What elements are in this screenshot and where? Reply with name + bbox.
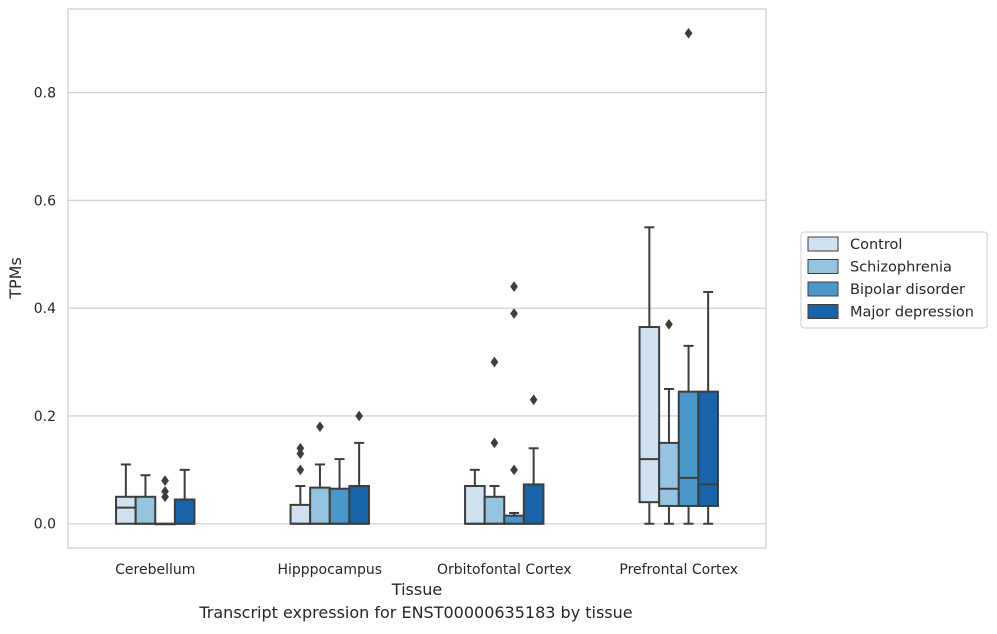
legend: Control Schizophrenia Bipolar disorder Majo…	[800, 231, 988, 329]
outlier-point	[510, 308, 518, 319]
outlier-point	[490, 356, 499, 368]
y-tick-label: 0.4	[34, 301, 56, 317]
box-major-depression	[348, 410, 370, 525]
outlier-point	[684, 27, 693, 39]
plot-area: 0.0 0.2 0.4 0.6 0.8 Cerebellum Hipppocampus Or…	[34, 8, 767, 578]
outlier-point	[161, 485, 169, 497]
box-body	[173, 498, 196, 525]
box-major-depression	[522, 394, 545, 525]
legend-swatch	[807, 281, 839, 297]
outlier-point	[510, 464, 518, 476]
outlier-point	[161, 475, 169, 487]
outlier-point	[355, 410, 364, 422]
outlier-point	[296, 442, 305, 454]
outlier-point	[665, 318, 673, 330]
legend-label: Schizophrenia	[850, 260, 952, 276]
y-tick-label: 0.8	[34, 86, 56, 102]
box-body	[677, 390, 700, 507]
y-tick-label: 0.6	[34, 193, 56, 209]
box-schizophrenia	[483, 356, 506, 525]
legend-swatch	[807, 259, 839, 274]
box-control	[289, 442, 312, 525]
box-body	[658, 441, 680, 507]
box-control	[464, 468, 486, 525]
x-axis-label: Tissue	[391, 580, 442, 599]
box-body	[638, 326, 661, 504]
box-body	[134, 495, 157, 525]
outlier-point	[296, 464, 305, 476]
box-major-depression	[697, 290, 719, 525]
box-body	[328, 487, 351, 525]
x-tick-label: Prefrontal Cortex	[619, 562, 738, 578]
y-tick-label: 0.2	[34, 409, 56, 425]
box-body	[115, 495, 137, 525]
legend-label: Bipolar disorder	[850, 282, 965, 298]
box-body	[483, 495, 506, 525]
box-schizophrenia	[134, 474, 157, 525]
x-tick-label: Cerebellum	[115, 562, 195, 578]
outlier-point	[316, 421, 324, 433]
legend-frame	[800, 231, 988, 329]
legend-label: Control	[850, 237, 902, 253]
box-body	[309, 486, 331, 525]
box-body	[464, 485, 486, 525]
box-body	[697, 390, 719, 507]
legend-swatch	[807, 236, 839, 252]
outlier-point	[529, 394, 538, 406]
chart-caption: Transcript expression for ENST0000063518…	[199, 603, 633, 622]
y-axis-label: TPMs	[6, 257, 25, 300]
box-body	[522, 483, 545, 525]
y-tick-labels: 0.0 0.2 0.4 0.6 0.8	[34, 86, 56, 533]
box-body	[289, 503, 312, 525]
x-tick-label: Orbitofontal Cortex	[437, 562, 572, 578]
outlier-point	[510, 281, 518, 293]
x-tick-label: Hipppocampus	[277, 562, 382, 578]
box-major-depression	[173, 468, 196, 525]
box-control	[638, 226, 661, 525]
box-body	[348, 485, 370, 525]
box-series	[115, 27, 719, 526]
legend-swatch	[807, 304, 839, 319]
y-tick-label: 0.0	[34, 517, 56, 533]
box-schizophrenia	[658, 318, 680, 525]
x-tick-labels: Cerebellum Hipppocampus Orbitofontal Corte…	[115, 562, 738, 578]
outlier-point	[490, 437, 499, 449]
legend-label: Major depression	[850, 305, 974, 321]
box-body	[503, 514, 525, 525]
box-schizophrenia	[309, 421, 331, 525]
